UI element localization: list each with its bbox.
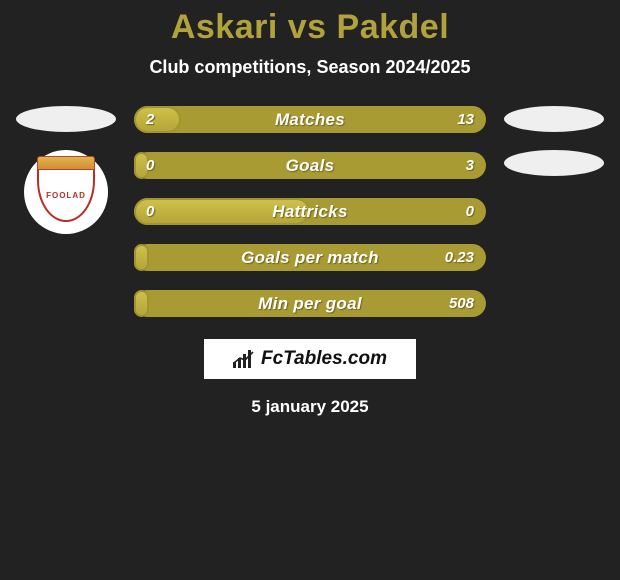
brand-box: FcTables.com — [204, 339, 416, 379]
player-avatar-placeholder — [504, 106, 604, 132]
stat-right-value: 508 — [449, 290, 474, 317]
player-avatar-placeholder — [16, 106, 116, 132]
stats-bars: 2Matches130Goals30Hattricks0Goals per ma… — [134, 106, 486, 317]
left-club-badge: FOOLAD — [24, 150, 108, 234]
stat-right-value: 3 — [466, 152, 474, 179]
stat-bar: 0Hattricks0 — [134, 198, 486, 225]
stat-label: Hattricks — [134, 198, 486, 225]
comparison-row: FOOLAD 2Matches130Goals30Hattricks0Goals… — [0, 106, 620, 317]
stat-right-value: 0 — [466, 198, 474, 225]
stat-bar: 2Matches13 — [134, 106, 486, 133]
stat-right-value: 0.23 — [445, 244, 474, 271]
stat-label: Matches — [134, 106, 486, 133]
stat-bar: Min per goal508 — [134, 290, 486, 317]
left-player-col: FOOLAD — [16, 106, 116, 234]
club-badge-placeholder — [504, 150, 604, 176]
subtitle: Club competitions, Season 2024/2025 — [0, 57, 620, 78]
brand-label: FcTables.com — [261, 348, 387, 370]
stat-label: Goals per match — [134, 244, 486, 271]
stat-label: Goals — [134, 152, 486, 179]
stat-bar: Goals per match0.23 — [134, 244, 486, 271]
badge-text: FOOLAD — [37, 170, 95, 222]
shield-icon: FOOLAD — [34, 156, 98, 228]
stat-right-value: 13 — [457, 106, 474, 133]
bars-icon — [233, 350, 255, 368]
stat-label: Min per goal — [134, 290, 486, 317]
date-label: 5 january 2025 — [0, 397, 620, 417]
right-player-col — [504, 106, 604, 176]
page-title: Askari vs Pakdel — [0, 8, 620, 47]
stat-bar: 0Goals3 — [134, 152, 486, 179]
